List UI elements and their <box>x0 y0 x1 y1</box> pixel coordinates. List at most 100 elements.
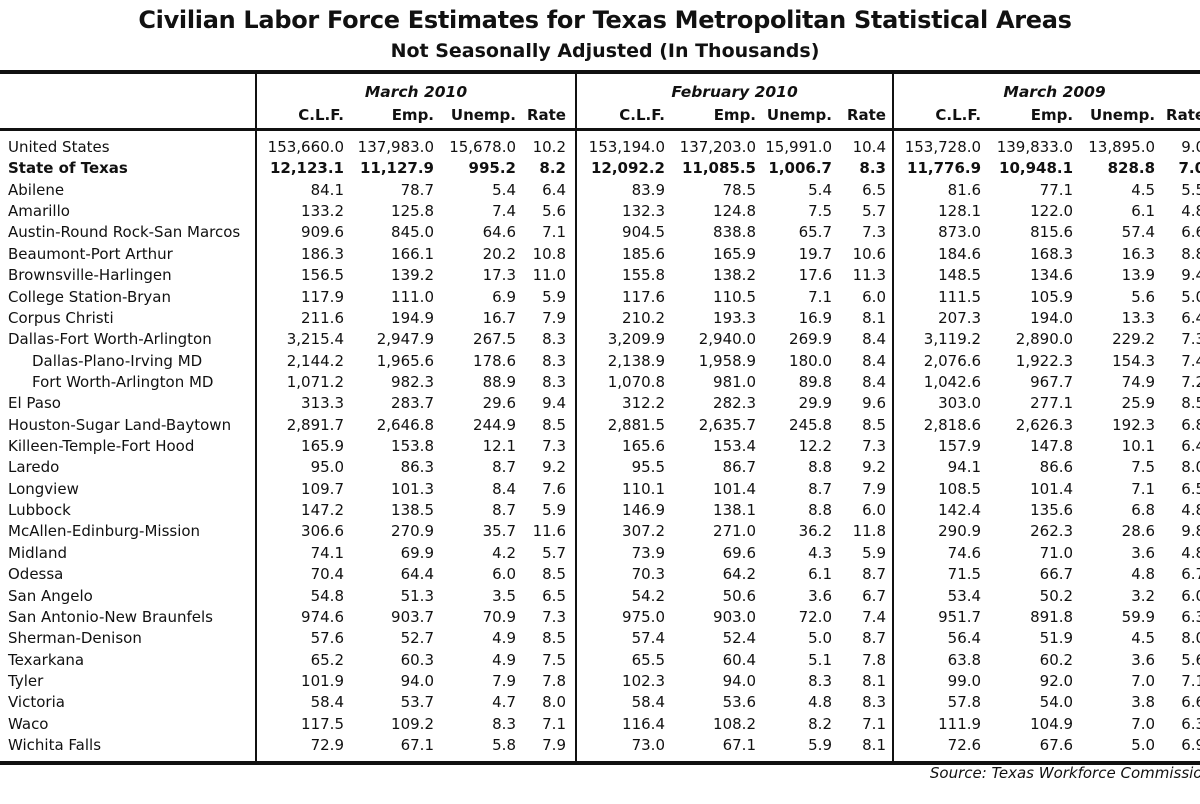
emp-value: 92.0 <box>1039 671 1074 690</box>
rate-value: 4.8 <box>1181 202 1200 221</box>
emp-value: 270.9 <box>391 522 434 541</box>
spacer <box>566 329 576 350</box>
clf-value: 184.6 <box>892 243 982 266</box>
emp-value: 66.7 <box>1039 565 1074 584</box>
spacer <box>566 180 576 201</box>
unemp-value: 70.9 <box>482 607 516 626</box>
unemp-value: 7.4 <box>492 202 516 221</box>
clf-value: 53.4 <box>892 585 982 607</box>
spacer <box>886 130 893 159</box>
clf-value: 57.4 <box>575 628 665 650</box>
spacer <box>566 500 576 521</box>
emp-value: 111.0 <box>391 287 434 306</box>
spacer <box>566 607 576 628</box>
clf-value: 95.5 <box>575 457 665 479</box>
clf-value: 975.0 <box>575 606 665 629</box>
clf-value: 128.1 <box>892 201 982 223</box>
rate-value: 6.8 <box>1181 415 1200 434</box>
emp-value: 78.7 <box>400 180 434 199</box>
emp-value: 283.7 <box>391 394 434 413</box>
spacer <box>566 222 576 243</box>
clf-value: 117.9 <box>255 286 344 308</box>
rate-value: 8.7 <box>862 565 886 584</box>
spacer <box>886 586 893 607</box>
unemp-value: 7.1 <box>1131 479 1156 498</box>
rate-value: 8.5 <box>862 415 886 434</box>
table-row: Beaumont-Port Arthur 186.3 166.1 20.2 10.8 18… <box>0 243 1200 266</box>
emp-value: 137,203.0 <box>679 138 756 156</box>
emp-value: 67.1 <box>722 736 756 755</box>
table-row: Abilene 84.1 78.7 5.4 6.4 83.9 78.5 5.4 6.5 81.6 7… <box>0 179 1200 202</box>
emp-value: 69.6 <box>722 543 756 562</box>
clf-value: 81.6 <box>892 179 982 202</box>
unemp-value: 29.6 <box>482 394 516 413</box>
clf-value: 148.5 <box>892 265 982 287</box>
clf-value: 94.1 <box>892 457 982 479</box>
area-name: McAllen-Edinburg-Mission <box>8 522 201 541</box>
unemp-value: 17.3 <box>482 266 516 285</box>
area-name: San Antonio-New Braunfels <box>8 607 213 626</box>
area-name: Killeen-Temple-Fort Hood <box>8 437 195 456</box>
spacer <box>886 265 893 286</box>
emp-value: 10,948.1 <box>999 159 1074 178</box>
unemp-value: 4.5 <box>1131 629 1156 648</box>
spacer <box>566 201 576 222</box>
area-name: Beaumont-Port Arthur <box>8 244 173 263</box>
rate-value: 7.1 <box>542 714 566 733</box>
unemp-value: 65.7 <box>798 223 832 242</box>
rate-value: 8.0 <box>1181 629 1200 648</box>
emp-value: 891.8 <box>1030 607 1074 626</box>
unemp-value: 6.1 <box>808 565 832 584</box>
clf-value: 1,042.6 <box>892 371 982 394</box>
unemp-value: 13.3 <box>1121 308 1156 327</box>
rate-value: 8.1 <box>862 308 886 327</box>
rate-value: 6.7 <box>862 586 886 605</box>
rate-value: 11.6 <box>532 522 566 541</box>
unemp-value: 29.9 <box>798 394 832 413</box>
rate-value: 5.5 <box>1181 180 1200 199</box>
emp-value: 271.0 <box>713 522 756 541</box>
page-title: Civilian Labor Force Estimates for Texas… <box>138 6 1072 34</box>
spacer <box>566 628 576 649</box>
rate-value: 5.9 <box>542 501 566 520</box>
spacer <box>566 308 576 329</box>
clf-value: 313.3 <box>255 393 344 415</box>
clf-value: 142.4 <box>892 500 982 522</box>
unemp-value: 4.9 <box>492 650 516 669</box>
emp-value: 194.9 <box>391 308 434 327</box>
table-row: El Paso 313.3 283.7 29.6 9.4 312.2 282.3 29.9 9.… <box>0 393 1200 415</box>
unemp-value: 8.3 <box>808 671 832 690</box>
rate-value: 8.4 <box>862 372 886 391</box>
unemp-value: 4.8 <box>808 693 832 712</box>
rate-value: 6.9 <box>1181 736 1200 755</box>
clf-value: 73.9 <box>575 542 665 565</box>
rate-value: 7.9 <box>542 736 566 755</box>
clf-value: 974.6 <box>255 606 344 629</box>
unemp-value: 15,991.0 <box>765 138 832 156</box>
spacer <box>566 543 576 564</box>
clf-value: 71.5 <box>892 564 982 586</box>
table-row: McAllen-Edinburg-Mission 306.6 270.9 35.7 11… <box>0 521 1200 543</box>
clf-value: 11,776.9 <box>892 158 982 180</box>
unemp-value: 154.3 <box>1112 351 1156 370</box>
clf-value: 290.9 <box>892 521 982 543</box>
rate-value: 9.0 <box>1181 138 1200 156</box>
area-name: Wichita Falls <box>8 736 102 755</box>
emp-value: 60.2 <box>1039 650 1074 669</box>
unemp-value: 4.2 <box>492 543 516 562</box>
table-row: Laredo 95.0 86.3 8.7 9.2 95.5 86.7 8.8 9.2 94.1 86… <box>0 457 1200 479</box>
table-row: San Antonio-New Braunfels 974.6 903.7 70.9 7… <box>0 606 1200 629</box>
emp-value: 11,085.5 <box>681 159 756 178</box>
spacer <box>566 130 576 159</box>
rate-value: 10.2 <box>532 138 566 156</box>
unemp-value: 5.6 <box>1131 287 1156 306</box>
emp-value: 101.4 <box>713 479 756 498</box>
unemp-value: 6.0 <box>492 565 516 584</box>
clf-value: 157.9 <box>892 436 982 458</box>
spacer <box>886 436 893 457</box>
rate-value: 5.7 <box>542 543 566 562</box>
emp-value: 2,635.7 <box>698 415 756 434</box>
rate-value: 11.3 <box>852 266 886 285</box>
table-row: Longview 109.7 101.3 8.4 7.6 110.1 101.4 8.7 7.9… <box>0 478 1200 501</box>
emp-value: 52.4 <box>722 629 756 648</box>
